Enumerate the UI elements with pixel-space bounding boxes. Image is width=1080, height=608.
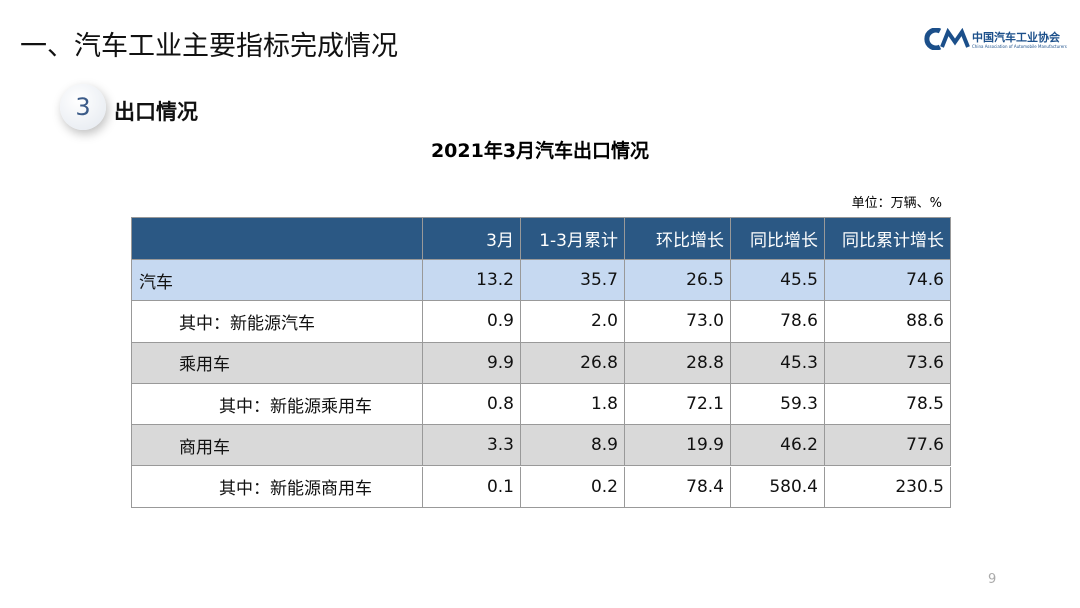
cell-value: 230.5 xyxy=(825,466,951,508)
cell-value: 580.4 xyxy=(731,466,825,508)
header-cell: 同比增长 xyxy=(731,217,825,260)
unit-note: 单位：万辆、% xyxy=(851,196,942,211)
cell-value: 78.6 xyxy=(731,301,825,343)
cell-value: 0.1 xyxy=(423,466,521,508)
header-cell: 环比增长 xyxy=(625,217,731,260)
cell-value: 78.5 xyxy=(825,383,951,426)
cell-value: 77.6 xyxy=(825,425,951,467)
slide-title: 一、汽车工业主要指标完成情况 xyxy=(20,31,398,62)
row-label: 其中：新能源商用车 xyxy=(131,466,423,508)
cell-value: 78.4 xyxy=(625,466,731,508)
logo-subtext: China Association of Automobile Manufact… xyxy=(972,44,1067,49)
cell-value: 8.9 xyxy=(521,425,625,467)
section-number: 3 xyxy=(60,84,106,130)
row-label: 商用车 xyxy=(131,425,423,467)
cell-value: 0.8 xyxy=(423,383,521,426)
header-cell xyxy=(131,217,423,260)
table-title: 2021年3月汽车出口情况 xyxy=(430,140,650,162)
header-cell: 1-3月累计 xyxy=(521,217,625,260)
cell-value: 74.6 xyxy=(825,260,951,302)
cell-value: 9.9 xyxy=(423,342,521,384)
row-label: 乘用车 xyxy=(131,342,423,384)
row-label: 其中：新能源汽车 xyxy=(131,301,423,343)
cell-value: 72.1 xyxy=(625,383,731,426)
cell-value: 46.2 xyxy=(731,425,825,467)
page-number: 9 xyxy=(988,572,997,587)
header-cell: 同比累计增长 xyxy=(825,217,951,260)
cell-value: 45.3 xyxy=(731,342,825,384)
section-title: 出口情况 xyxy=(114,100,198,124)
cell-value: 0.9 xyxy=(423,301,521,343)
cell-value: 73.0 xyxy=(625,301,731,343)
cell-value: 45.5 xyxy=(731,260,825,302)
cell-value: 13.2 xyxy=(423,260,521,302)
logo-text: 中国汽车工业协会 xyxy=(972,31,1060,44)
cell-value: 28.8 xyxy=(625,342,731,384)
cell-value: 26.8 xyxy=(521,342,625,384)
cell-value: 19.9 xyxy=(625,425,731,467)
cell-value: 35.7 xyxy=(521,260,625,302)
row-label: 汽车 xyxy=(131,260,423,302)
header-cell: 3月 xyxy=(423,217,521,260)
cell-value: 3.3 xyxy=(423,425,521,467)
cell-value: 59.3 xyxy=(731,383,825,426)
cell-value: 88.6 xyxy=(825,301,951,343)
cell-value: 2.0 xyxy=(521,301,625,343)
row-label: 其中：新能源乘用车 xyxy=(131,383,423,426)
logo-mark xyxy=(924,28,970,50)
cell-value: 0.2 xyxy=(521,466,625,508)
cell-value: 1.8 xyxy=(521,383,625,426)
cell-value: 73.6 xyxy=(825,342,951,384)
cell-value: 26.5 xyxy=(625,260,731,302)
